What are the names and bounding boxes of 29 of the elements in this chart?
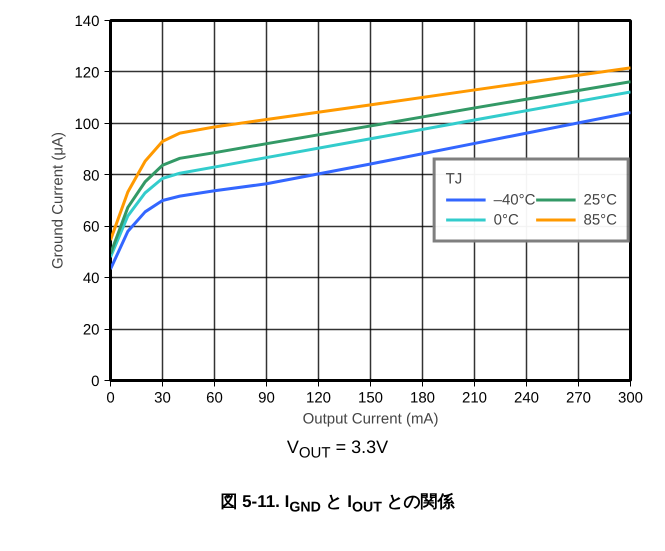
x-tick-label: 270 <box>566 390 592 406</box>
y-tick-label: 0 <box>91 373 100 390</box>
legend-label: 85°C <box>583 211 617 228</box>
y-axis-title: Ground Current (μA) <box>49 132 66 270</box>
y-tick-label: 60 <box>82 218 100 236</box>
text: V$_{OUT}$ = 3.3V <box>286 436 390 464</box>
x-tick-label: 90 <box>258 390 275 406</box>
x-tick-label: 120 <box>306 390 332 406</box>
legend-label: 25°C <box>583 191 617 208</box>
legend-label: 0°C <box>494 211 519 228</box>
y-tick-label: 140 <box>74 13 100 30</box>
x-tick-label: 60 <box>206 390 223 406</box>
y-tick-label: 40 <box>82 270 100 288</box>
y-tick-label: 100 <box>74 116 100 133</box>
x-tick-label: 30 <box>154 390 171 406</box>
x-axis-title: Output Current (mA) <box>302 410 438 428</box>
caption: 図 5-11. I$_{GND}$ と I$_{OUT}$ との関係 <box>219 491 456 518</box>
y-tick-label: 120 <box>74 64 100 82</box>
legend-label: –40°C <box>494 191 536 208</box>
x-tick-label: 0 <box>106 390 115 406</box>
y-tick-label: 20 <box>82 322 100 339</box>
line-series <box>110 111 630 271</box>
legend-title: TJ <box>446 170 464 188</box>
x-tick-label: 300 <box>618 390 644 406</box>
x-tick-label: 180 <box>410 390 436 406</box>
x-tick-label: 150 <box>358 390 384 406</box>
x-tick-label: 240 <box>514 390 540 406</box>
x-tick-label: 210 <box>462 390 488 406</box>
y-tick-label: 80 <box>82 167 100 184</box>
